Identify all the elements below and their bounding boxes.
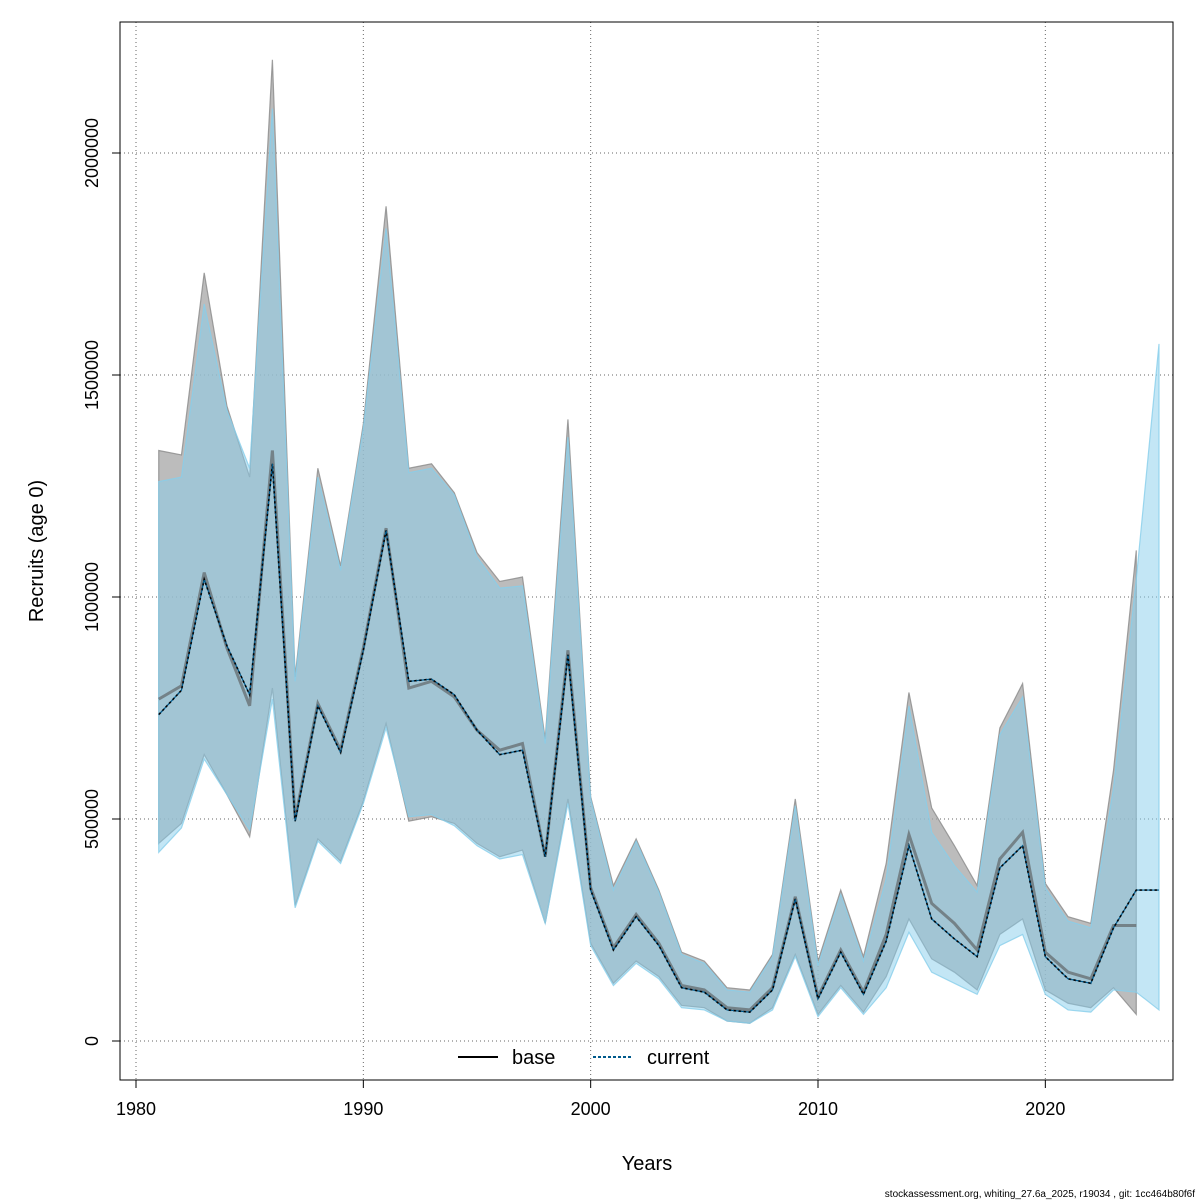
y-tick-label: 0 — [82, 1036, 102, 1046]
y-tick-label: 1500000 — [82, 340, 102, 410]
series-line-base — [157, 450, 1137, 1012]
legend: base current — [458, 1047, 710, 1069]
x-axis-title: Years — [622, 1153, 672, 1175]
legend-current-label: current — [647, 1047, 710, 1069]
footer-caption: stockassessment.org, whiting_27.6a_2025,… — [885, 1189, 1195, 1200]
x-tick-label: 2010 — [798, 1099, 838, 1119]
x-tick-label: 1990 — [343, 1099, 383, 1119]
confidence-bands — [158, 59, 1160, 1024]
y-tick-label: 1000000 — [82, 562, 102, 632]
y-tick-label: 2000000 — [82, 118, 102, 188]
x-tick-label: 1980 — [116, 1099, 156, 1119]
plot-frame — [119, 21, 1174, 1081]
series-line-current-accent — [158, 463, 1159, 1013]
legend-base-label: base — [512, 1047, 555, 1069]
band-current — [158, 108, 1160, 1024]
x-axis: 1980 1990 2000 2010 2020 — [116, 1080, 1065, 1119]
y-axis-title: Recruits (age 0) — [26, 480, 48, 622]
x-tick-label: 2000 — [571, 1099, 611, 1119]
y-axis: 0 500000 1000000 1500000 2000000 — [82, 118, 120, 1046]
series-line-current — [158, 463, 1159, 1013]
y-tick-label: 500000 — [82, 789, 102, 849]
series-lines — [157, 450, 1159, 1013]
x-tick-label: 2020 — [1025, 1099, 1065, 1119]
